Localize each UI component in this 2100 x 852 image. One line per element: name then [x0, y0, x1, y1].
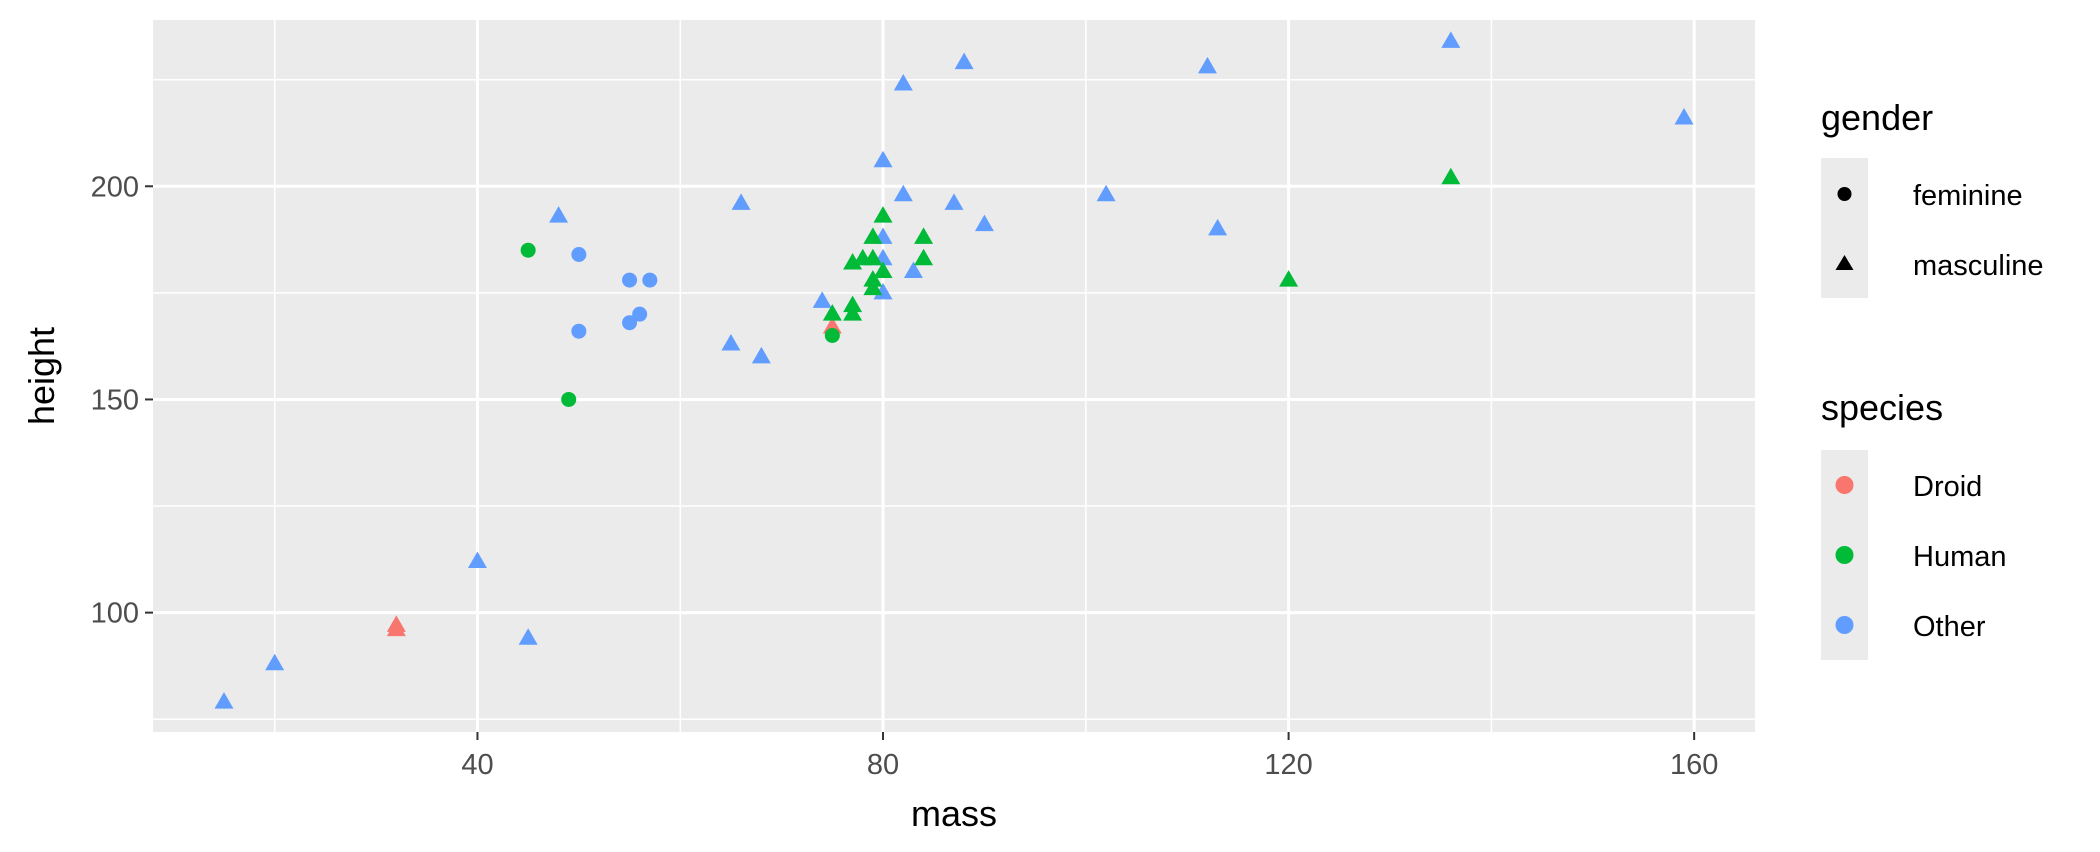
legend-species-other-label: Other	[1913, 611, 1986, 643]
other-masculine-point	[549, 206, 569, 223]
y-axis-title: height	[21, 327, 62, 425]
y-tick-label: 150	[91, 384, 139, 416]
legend-masculine-triangle-icon	[1835, 255, 1854, 270]
human-masculine-point	[843, 304, 863, 321]
human-feminine-point	[824, 327, 840, 343]
x-tick-label: 40	[461, 749, 493, 781]
legend-gender-key-bg	[1821, 158, 1868, 298]
legend-feminine-circle-icon	[1837, 187, 1852, 201]
legend-other-swatch-icon	[1835, 616, 1854, 634]
other-masculine-point	[873, 282, 893, 300]
legend-gender: gender feminine masculine	[1821, 97, 2044, 298]
x-tick-label: 120	[1264, 749, 1312, 781]
other-feminine-point	[571, 246, 587, 262]
y-tick-label: 100	[91, 598, 139, 630]
legend-gender-feminine-label: feminine	[1913, 180, 2023, 212]
human-masculine-point	[1441, 167, 1461, 185]
other-masculine-point	[944, 193, 964, 210]
other-masculine-point	[903, 261, 923, 279]
other-masculine-point	[518, 628, 538, 645]
human-masculine-point	[863, 270, 883, 287]
other-masculine-point	[265, 653, 285, 671]
data-points	[214, 31, 1694, 709]
human-masculine-point	[863, 248, 883, 266]
other-feminine-point	[622, 315, 638, 331]
droid-masculine-point	[822, 316, 842, 334]
human-feminine-point	[561, 391, 577, 407]
legend-human-swatch-icon	[1835, 546, 1854, 564]
x-axis-title: mass	[911, 793, 997, 834]
other-masculine-point	[954, 52, 974, 70]
other-masculine-point	[467, 551, 487, 568]
other-masculine-point	[893, 73, 913, 91]
legend-species: species Droid Human Other	[1821, 387, 2007, 660]
other-masculine-point	[1208, 218, 1228, 236]
human-masculine-point	[863, 278, 883, 296]
y-axis: 100 150 200	[91, 171, 153, 630]
x-tick-label: 80	[867, 749, 899, 781]
other-masculine-point	[812, 291, 832, 308]
droid-masculine-point	[386, 615, 406, 632]
other-masculine-point	[1441, 31, 1461, 48]
other-masculine-point	[974, 214, 994, 232]
major-gridlines	[153, 20, 1755, 732]
legend-droid-swatch-icon	[1835, 476, 1854, 494]
other-masculine-point	[1674, 108, 1694, 125]
other-masculine-point	[893, 184, 913, 202]
other-masculine-point	[1096, 184, 1116, 202]
legend-species-title: species	[1821, 387, 1943, 428]
other-masculine-point	[721, 334, 741, 351]
human-masculine-point	[914, 248, 934, 266]
other-feminine-point	[632, 306, 648, 322]
human-masculine-point	[1279, 270, 1299, 287]
legend-gender-title: gender	[1821, 97, 1933, 138]
other-masculine-point	[751, 346, 771, 364]
other-feminine-point	[642, 272, 658, 288]
human-masculine-point	[843, 253, 863, 270]
other-masculine-point	[214, 692, 234, 709]
human-masculine-point	[914, 227, 934, 244]
x-axis: 40 80 120 160	[461, 732, 1718, 781]
x-tick-label: 160	[1670, 749, 1718, 781]
other-masculine-point	[873, 150, 893, 168]
human-feminine-point	[520, 242, 536, 258]
legend-species-droid-label: Droid	[1913, 471, 1982, 503]
human-masculine-point	[863, 227, 883, 244]
human-masculine-point	[843, 295, 863, 313]
human-masculine-point	[873, 206, 893, 223]
human-masculine-point	[873, 261, 893, 279]
other-feminine-point	[622, 272, 638, 288]
y-tick-label: 200	[91, 171, 139, 203]
other-masculine-point	[1197, 56, 1217, 74]
legend-gender-masculine-label: masculine	[1913, 250, 2044, 282]
human-masculine-point	[822, 304, 842, 321]
legend-species-human-label: Human	[1913, 541, 2007, 573]
other-masculine-point	[731, 193, 751, 210]
minor-gridlines	[153, 20, 1755, 732]
other-feminine-point	[571, 323, 587, 339]
